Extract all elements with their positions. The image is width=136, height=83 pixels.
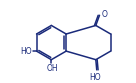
- Text: HO: HO: [20, 47, 32, 56]
- Text: OH: OH: [47, 64, 58, 73]
- Text: HO: HO: [89, 73, 101, 82]
- Text: O: O: [102, 10, 108, 19]
